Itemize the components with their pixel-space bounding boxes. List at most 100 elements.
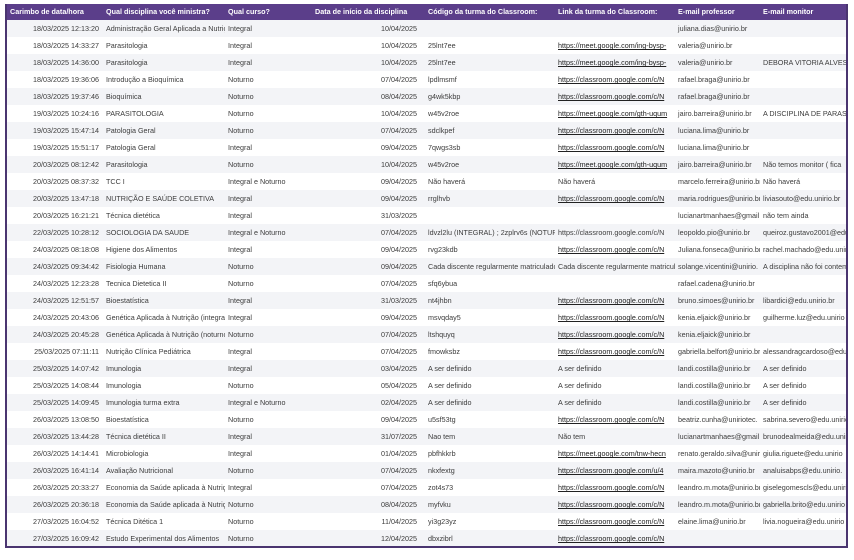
discipline-cell[interactable]: Parasitologia	[106, 160, 148, 170]
professor-email-cell[interactable]: landi.costilla@unirio.br	[678, 381, 751, 391]
course-cell[interactable]: Noturno	[228, 534, 254, 544]
professor-email-cell[interactable]: maria.rodrigues@unirio.br	[678, 194, 760, 204]
professor-email-cell[interactable]: bruno.simoes@unirio.br	[678, 296, 755, 306]
discipline-cell[interactable]: Economia da Saúde aplicada à Nutrição	[106, 500, 225, 510]
classroom-code-cell[interactable]: fmowksbz	[428, 347, 460, 357]
course-cell[interactable]: Integral	[228, 296, 252, 306]
monitor-email-cell[interactable]: alessandragcardoso@edu	[763, 347, 846, 357]
classroom-code-cell[interactable]: ldvzl2lu (INTEGRAL) ; 2zplrv6s (NOTURNO)	[428, 228, 555, 238]
monitor-email-cell[interactable]: gabriella.brito@edu.unirio	[763, 500, 846, 510]
monitor-email-cell[interactable]: Não temos monitor ( fica	[763, 160, 842, 170]
professor-email-cell[interactable]: rafael.braga@unirio.br	[678, 92, 750, 102]
course-cell[interactable]: Noturno	[228, 415, 254, 425]
classroom-link-cell[interactable]: Não tem	[558, 432, 586, 442]
professor-email-cell[interactable]: valeria@unirio.br	[678, 58, 733, 68]
discipline-cell[interactable]: Parasitologia	[106, 41, 148, 51]
classroom-code-cell[interactable]: nkxfextg	[428, 466, 455, 476]
classroom-code-cell[interactable]: zot4s73	[428, 483, 454, 493]
classroom-code-cell[interactable]: rrglhvb	[428, 194, 450, 204]
classroom-code-cell[interactable]: yi3g23yz	[428, 517, 457, 527]
professor-email-cell[interactable]: rafael.cadena@unirio.br	[678, 279, 755, 289]
classroom-code-cell[interactable]: sdclkpef	[428, 126, 455, 136]
timestamp-cell[interactable]: 24/03/2025 09:34:42	[33, 262, 99, 272]
course-cell[interactable]: Integral	[228, 58, 252, 68]
start-date-cell[interactable]: 07/04/2025	[381, 228, 417, 238]
start-date-cell[interactable]: 08/04/2025	[381, 500, 417, 510]
course-cell[interactable]: Integral e Noturno	[228, 398, 286, 408]
course-cell[interactable]: Integral	[228, 211, 252, 221]
start-date-cell[interactable]: 31/03/2025	[381, 296, 417, 306]
timestamp-cell[interactable]: 26/03/2025 20:33:27	[33, 483, 99, 493]
timestamp-cell[interactable]: 24/03/2025 20:43:06	[33, 313, 99, 323]
start-date-cell[interactable]: 01/04/2025	[381, 449, 417, 459]
monitor-email-cell[interactable]: libardici@edu.unirio.br	[763, 296, 835, 306]
professor-email-cell[interactable]: lucianartmanhaes@gmail	[678, 432, 760, 442]
course-cell[interactable]: Integral e Noturno	[228, 177, 286, 187]
professor-email-cell[interactable]: kenia.eljaick@unirio.br	[678, 330, 751, 340]
timestamp-cell[interactable]: 27/03/2025 16:04:52	[33, 517, 99, 527]
course-cell[interactable]: Noturno	[228, 262, 254, 272]
timestamp-cell[interactable]: 18/03/2025 12:13:20	[33, 24, 99, 33]
discipline-cell[interactable]: SOCIOLOGIA DA SAUDE	[106, 228, 190, 238]
timestamp-cell[interactable]: 24/03/2025 12:51:57	[33, 296, 99, 306]
classroom-link-cell[interactable]: Não haverá	[558, 177, 596, 187]
monitor-email-cell[interactable]: guilherme.luz@edu.unirio	[763, 313, 845, 323]
timestamp-cell[interactable]: 19/03/2025 10:24:16	[33, 109, 99, 119]
classroom-code-cell[interactable]: lpdlmsmf	[428, 75, 457, 85]
discipline-cell[interactable]: Microbiologia	[106, 449, 149, 459]
course-cell[interactable]: Integral	[228, 347, 252, 357]
timestamp-cell[interactable]: 20/03/2025 13:47:18	[33, 194, 99, 204]
timestamp-cell[interactable]: 18/03/2025 19:36:06	[33, 75, 99, 85]
start-date-cell[interactable]: 10/04/2025	[381, 41, 417, 51]
start-date-cell[interactable]: 07/04/2025	[381, 483, 417, 493]
start-date-cell[interactable]: 08/04/2025	[381, 92, 417, 102]
classroom-link-cell[interactable]: https://classroom.google.com/c/N	[558, 228, 665, 238]
start-date-cell[interactable]: 10/04/2025	[381, 109, 417, 119]
discipline-cell[interactable]: Genética Aplicada à Nutrição (integral)	[106, 313, 225, 323]
discipline-cell[interactable]: Imunologia	[106, 381, 142, 391]
discipline-cell[interactable]: Administração Geral Aplicada a Nutrição	[106, 24, 225, 33]
professor-email-cell[interactable]: elaine.lima@unirio.br	[678, 517, 746, 527]
timestamp-cell[interactable]: 20/03/2025 16:21:21	[33, 211, 99, 221]
start-date-cell[interactable]: 07/04/2025	[381, 279, 417, 289]
classroom-code-cell[interactable]: 7qwgs3sb	[428, 143, 461, 153]
timestamp-cell[interactable]: 20/03/2025 08:37:32	[33, 177, 99, 187]
discipline-cell[interactable]: Bioquímica	[106, 92, 142, 102]
course-cell[interactable]: Noturno	[228, 126, 254, 136]
header-timestamp[interactable]: Carimbo de data/hora	[10, 7, 84, 16]
monitor-email-cell[interactable]: queiroz.gustavo2001@edu	[763, 228, 846, 238]
classroom-link[interactable]: https://meet.google.com/gth-uqum	[558, 109, 668, 119]
professor-email-cell[interactable]: kenia.eljaick@unirio.br	[678, 313, 751, 323]
classroom-link[interactable]: https://classroom.google.com/c/N	[558, 330, 665, 340]
classroom-link[interactable]: https://classroom.google.com/c/N	[558, 245, 665, 255]
professor-email-cell[interactable]: landi.costilla@unirio.br	[678, 364, 751, 374]
monitor-email-cell[interactable]: não tem ainda	[763, 211, 809, 221]
classroom-link[interactable]: https://meet.google.com/gth-uqum	[558, 160, 668, 170]
timestamp-cell[interactable]: 20/03/2025 08:12:42	[33, 160, 99, 170]
professor-email-cell[interactable]: solange.vicentini@unirio.	[678, 262, 759, 272]
discipline-cell[interactable]: TCC I	[106, 177, 125, 187]
header-classroom-link[interactable]: Link da turma do Classroom:	[558, 7, 658, 16]
professor-email-cell[interactable]: jairo.barreira@unirio.br	[678, 160, 752, 170]
discipline-cell[interactable]: PARASITOLOGIA	[106, 109, 164, 119]
start-date-cell[interactable]: 09/04/2025	[381, 313, 417, 323]
timestamp-cell[interactable]: 18/03/2025 19:37:46	[33, 92, 99, 102]
discipline-cell[interactable]: Técnica dietética II	[106, 432, 166, 442]
course-cell[interactable]: Integral	[228, 432, 252, 442]
discipline-cell[interactable]: Fisiologia Humana	[106, 262, 166, 272]
professor-email-cell[interactable]: rafael.braga@unirio.br	[678, 75, 750, 85]
discipline-cell[interactable]: Patologia Geral	[106, 126, 156, 136]
professor-email-cell[interactable]: lucianartmanhaes@gmail	[678, 211, 760, 221]
start-date-cell[interactable]: 07/04/2025	[381, 126, 417, 136]
professor-email-cell[interactable]: marcelo.ferreira@unirio.br	[678, 177, 760, 187]
classroom-link-cell[interactable]: A ser definido	[558, 398, 602, 408]
course-cell[interactable]: Integral	[228, 194, 252, 204]
timestamp-cell[interactable]: 26/03/2025 13:08:50	[33, 415, 99, 425]
course-cell[interactable]: Noturno	[228, 517, 254, 527]
professor-email-cell[interactable]: leandro.m.mota@unirio.br	[678, 483, 760, 493]
monitor-email-cell[interactable]: brunodealmeida@edu.unirio	[763, 432, 846, 442]
timestamp-cell[interactable]: 25/03/2025 14:07:42	[33, 364, 99, 374]
start-date-cell[interactable]: 09/04/2025	[381, 177, 417, 187]
start-date-cell[interactable]: 10/04/2025	[381, 58, 417, 68]
classroom-link[interactable]: https://meet.google.com/tnw-hecn	[558, 449, 666, 459]
